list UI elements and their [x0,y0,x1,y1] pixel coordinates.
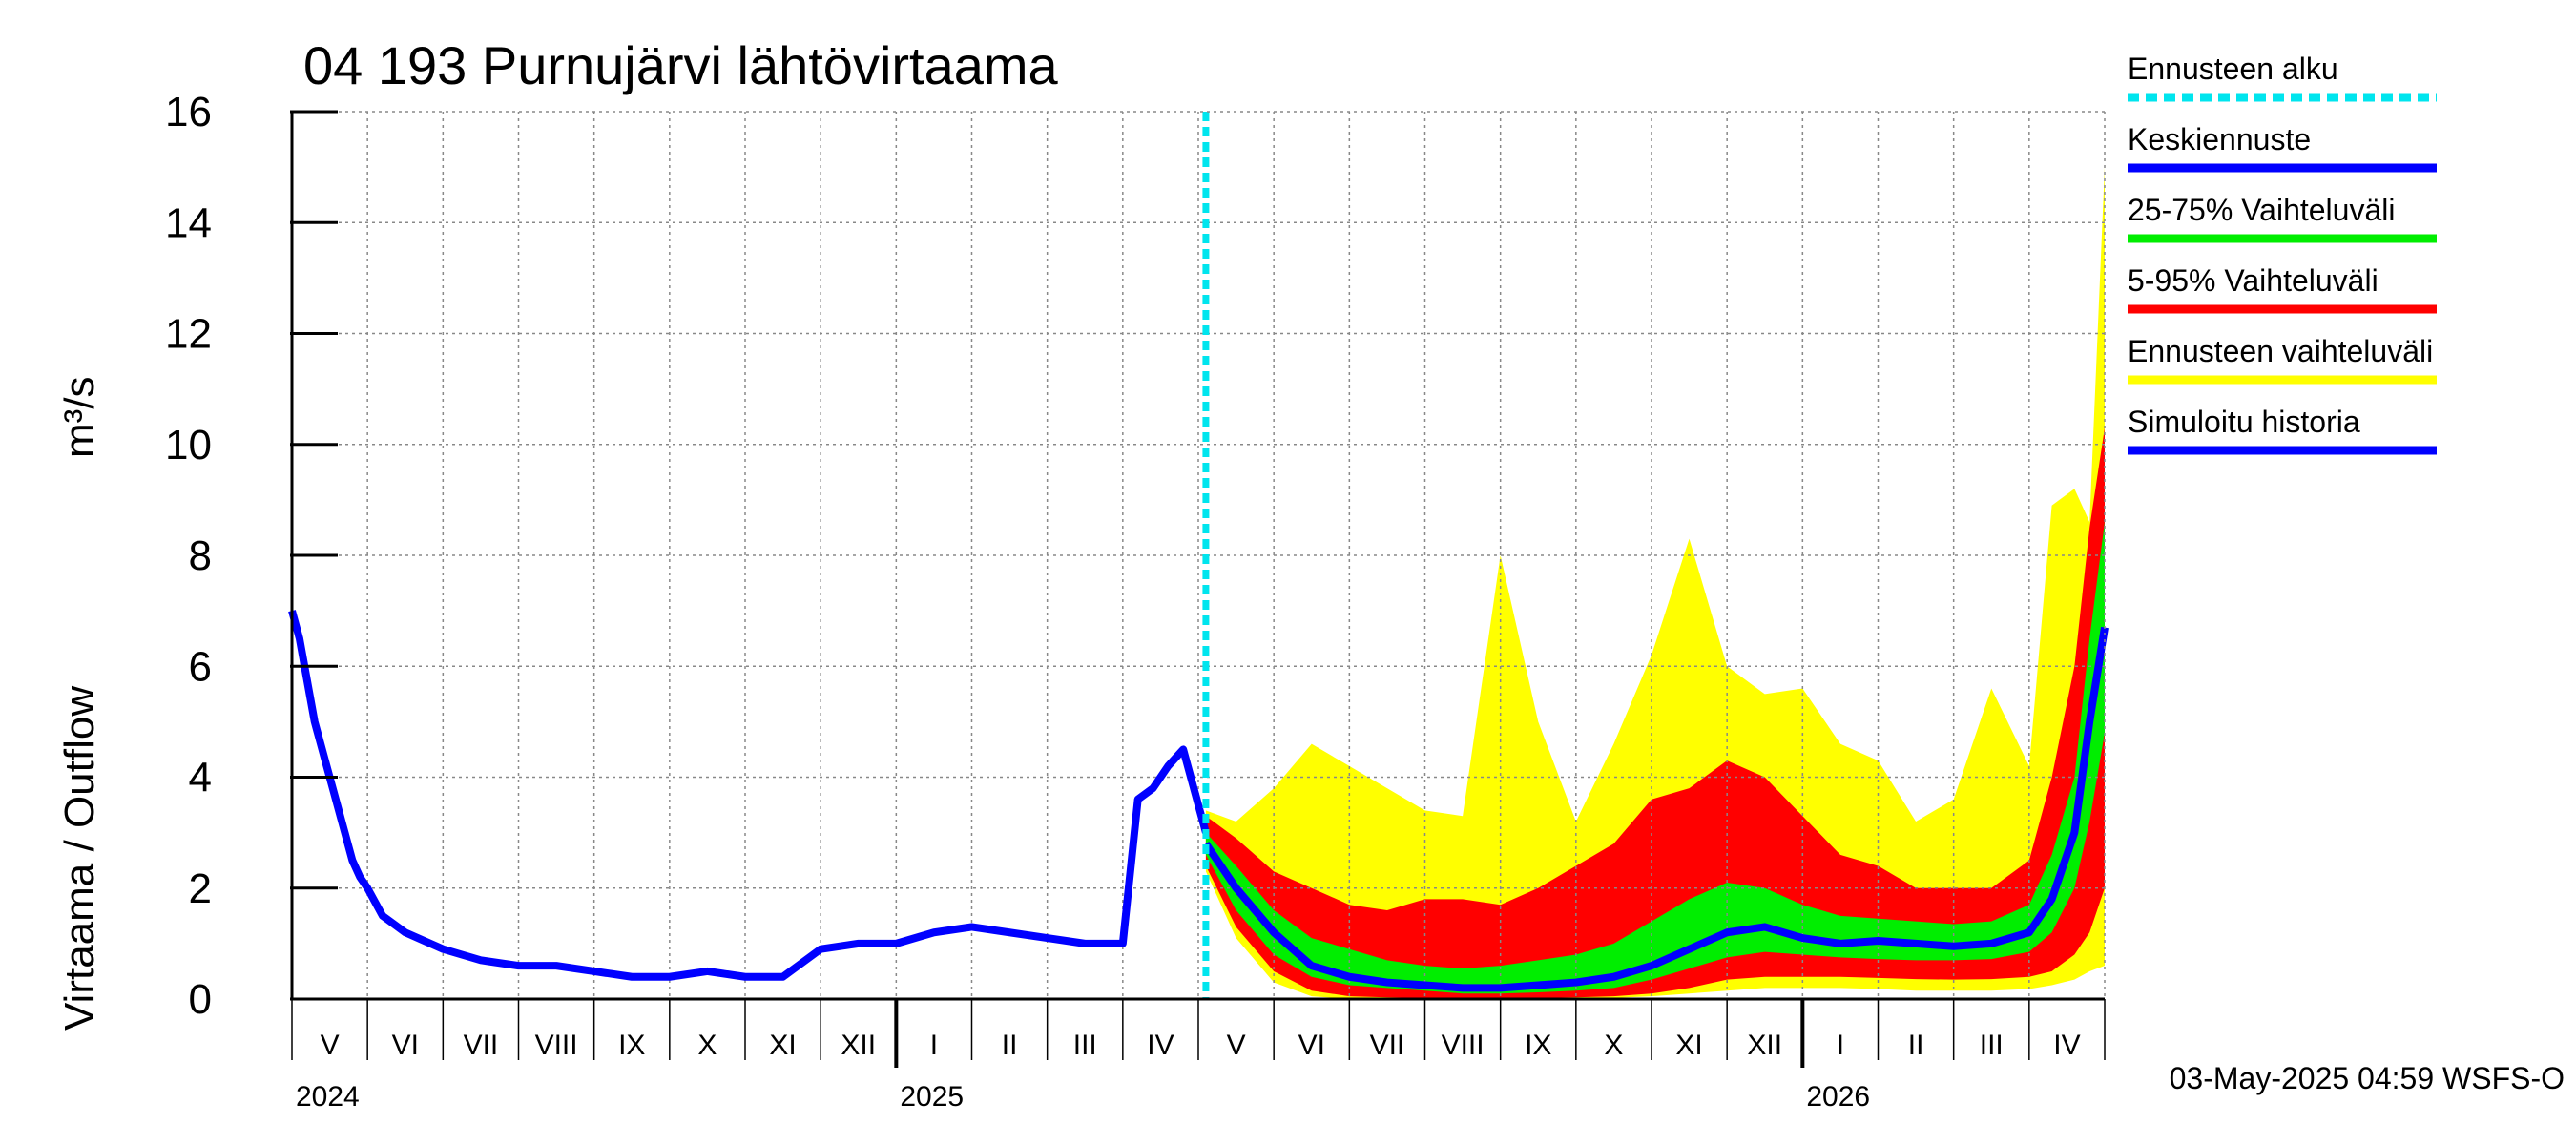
month-label: I [930,1030,938,1061]
chart-title: 04 193 Purnujärvi lähtövirtaama [303,35,1059,95]
month-label: VI [392,1030,419,1061]
month-label: III [1980,1030,2004,1061]
grid [292,112,2105,999]
month-label: XI [769,1030,796,1061]
y-tick-label: 8 [189,532,212,579]
month-label: II [1002,1030,1018,1061]
month-label: VII [464,1030,499,1061]
month-label: IV [2053,1030,2080,1061]
month-label: VIII [535,1030,578,1061]
month-label: IV [1147,1030,1174,1061]
legend: Ennusteen alku Keskiennuste 25-75% Vaihtel… [2128,52,2437,455]
y-tick-label: 0 [189,976,212,1023]
p25-75-band [1205,522,2105,994]
month-label: III [1073,1030,1097,1061]
month-label: V [1227,1030,1246,1061]
history-line [288,610,1210,981]
legend-label: 25-75% Vaihteluväli [2128,193,2395,227]
y-axis-label: Virtaama / Outflow [56,686,103,1030]
month-label: V [321,1030,340,1061]
legend-label: Keskiennuste [2128,122,2311,156]
month-label: X [697,1030,717,1061]
month-label: IX [1525,1030,1551,1061]
median-forecast-line [1202,626,2109,992]
y-tick-label: 6 [189,643,212,690]
legend-label: Ennusteen vaihteluväli [2128,334,2433,368]
y-tick-label: 12 [165,311,212,358]
y-tick-label: 10 [165,422,212,468]
month-label: VI [1298,1030,1325,1061]
month-label: XII [1747,1030,1782,1061]
month-label: I [1837,1030,1844,1061]
forecast-range-band [1205,167,2105,999]
series-lines [288,112,2109,999]
y-tick-label: 16 [165,89,212,135]
forecast-bands [1205,167,2105,999]
legend-label: Simuloitu historia [2128,405,2360,439]
year-label: 2025 [900,1081,964,1113]
y-tick-label: 4 [189,755,212,802]
footer-timestamp: 03-May-2025 04:59 WSFS-O [2170,1061,2565,1095]
month-label: II [1908,1030,1924,1061]
legend-label: Ennusteen alku [2128,52,2338,86]
month-label: X [1604,1030,1623,1061]
year-label: 2024 [296,1081,360,1113]
month-label: XII [841,1030,876,1061]
month-label: IX [618,1030,645,1061]
year-label: 2026 [1806,1081,1870,1113]
month-label: VII [1370,1030,1405,1061]
y-axis-unit: m³/s [56,376,103,458]
month-label: VIII [1442,1030,1485,1061]
y-tick-label: 14 [165,199,212,246]
legend-label: 5-95% Vaihteluväli [2128,263,2379,298]
y-tick-label: 2 [189,865,212,912]
month-label: XI [1675,1030,1702,1061]
